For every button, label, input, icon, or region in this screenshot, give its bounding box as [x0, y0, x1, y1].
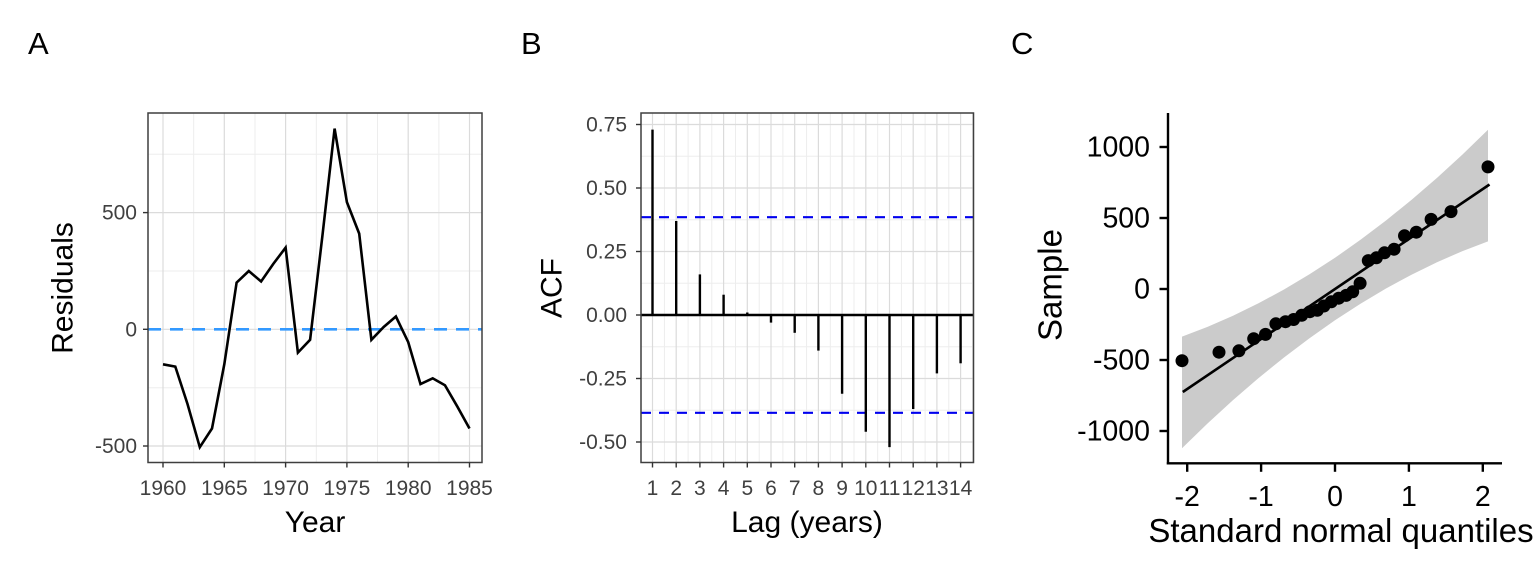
a-x-tick-label: 1975 — [324, 477, 371, 500]
b-y-tick-label: -0.25 — [579, 368, 627, 391]
c-qq-point — [1424, 212, 1438, 226]
c-x-tick-label: -1 — [1248, 481, 1273, 513]
c-qq-point — [1398, 229, 1411, 243]
b-x-tick-label: 6 — [765, 477, 777, 500]
b-x-tick-label: 4 — [718, 477, 730, 500]
b-x-tick-label: 1 — [647, 477, 659, 500]
b-x-tick-label: 9 — [836, 477, 848, 500]
c-qq-fit-line — [1182, 183, 1491, 394]
c-y-tick-label: 0 — [1134, 274, 1150, 306]
a-panel-border — [147, 112, 483, 464]
a-x-tick-label: 1970 — [262, 477, 309, 500]
c-qq-point — [1409, 225, 1423, 239]
b-x-tick-label: 10 — [854, 477, 877, 500]
panel-a-x-axis-title: Year — [285, 506, 346, 539]
a-x-tick-label: 1980 — [385, 477, 432, 500]
a-y-tick-label: 0 — [125, 318, 137, 341]
panel-c-qq-plot: -2 -1 0 1 2 1000 500 0 -500 -1000 — [1077, 113, 1502, 513]
c-y-tick-label: -500 — [1093, 345, 1150, 377]
b-y-tick-label: 0.75 — [586, 114, 627, 137]
panel-c-x-axis-title: Standard normal quantiles — [1148, 512, 1533, 549]
b-y-tick-label: 0.25 — [586, 241, 627, 264]
panel-b-y-axis-title: ACF — [536, 258, 569, 318]
a-x-tick-label: 1985 — [446, 477, 493, 500]
c-x-tick-label: 0 — [1327, 481, 1343, 513]
b-x-tick-label: 11 — [879, 477, 901, 500]
c-qq-point — [1175, 354, 1189, 368]
b-x-tick-label: 12 — [902, 477, 925, 500]
c-qq-point — [1346, 285, 1360, 299]
c-qq-point — [1212, 345, 1226, 359]
c-y-tick-label: 500 — [1102, 203, 1150, 235]
c-x-tick-label: 2 — [1475, 481, 1491, 513]
b-x-tick-label: 5 — [741, 477, 753, 500]
b-x-tick-label: 7 — [789, 477, 801, 500]
a-x-tick-label: 1965 — [201, 477, 248, 500]
b-y-tick-label: 0.00 — [586, 304, 627, 327]
b-x-tick-label: 3 — [694, 477, 706, 500]
c-qq-point — [1481, 160, 1495, 174]
c-qq-point — [1444, 205, 1458, 219]
c-qq-point — [1353, 276, 1367, 290]
panel-c-y-axis-title: Sample — [1032, 229, 1069, 341]
c-x-tick-label: 1 — [1401, 481, 1417, 513]
panel-b-x-axis-title: Lag (years) — [731, 506, 883, 539]
a-y-tick-label: 500 — [102, 202, 137, 225]
panel-b-letter: B — [521, 26, 542, 61]
panel-a-residuals-time-series: 1960 1965 1970 1975 1980 1985 500 0 -500 — [95, 112, 493, 500]
panel-a-letter: A — [28, 26, 49, 61]
c-qq-point — [1387, 242, 1401, 256]
b-x-tick-label: 2 — [670, 477, 682, 500]
panel-a-y-axis-title: Residuals — [47, 222, 80, 354]
b-y-tick-label: 0.50 — [586, 177, 627, 200]
b-x-tick-label: 14 — [949, 477, 973, 500]
c-y-tick-label: 1000 — [1087, 132, 1150, 164]
b-panel-background — [641, 113, 974, 463]
b-x-tick-label: 8 — [813, 477, 825, 500]
c-qq-point — [1247, 332, 1261, 346]
a-residuals-line — [162, 128, 471, 451]
c-x-tick-label: -2 — [1175, 481, 1200, 513]
c-qq-point — [1232, 344, 1246, 358]
a-x-tick-label: 1960 — [140, 477, 187, 500]
panel-b-acf-plot: 1 2 3 4 5 6 7 8 9 10 11 12 13 140.750.500.250.00-0.25… — [579, 112, 975, 500]
panel-c-letter: C — [1011, 26, 1033, 61]
b-x-tick-label: 13 — [925, 477, 948, 500]
a-y-tick-label: -500 — [95, 435, 137, 458]
c-qq-point — [1259, 327, 1272, 341]
b-y-tick-label: -0.50 — [579, 431, 627, 454]
b-panel-border — [640, 112, 975, 464]
c-y-tick-label: -1000 — [1077, 416, 1150, 448]
